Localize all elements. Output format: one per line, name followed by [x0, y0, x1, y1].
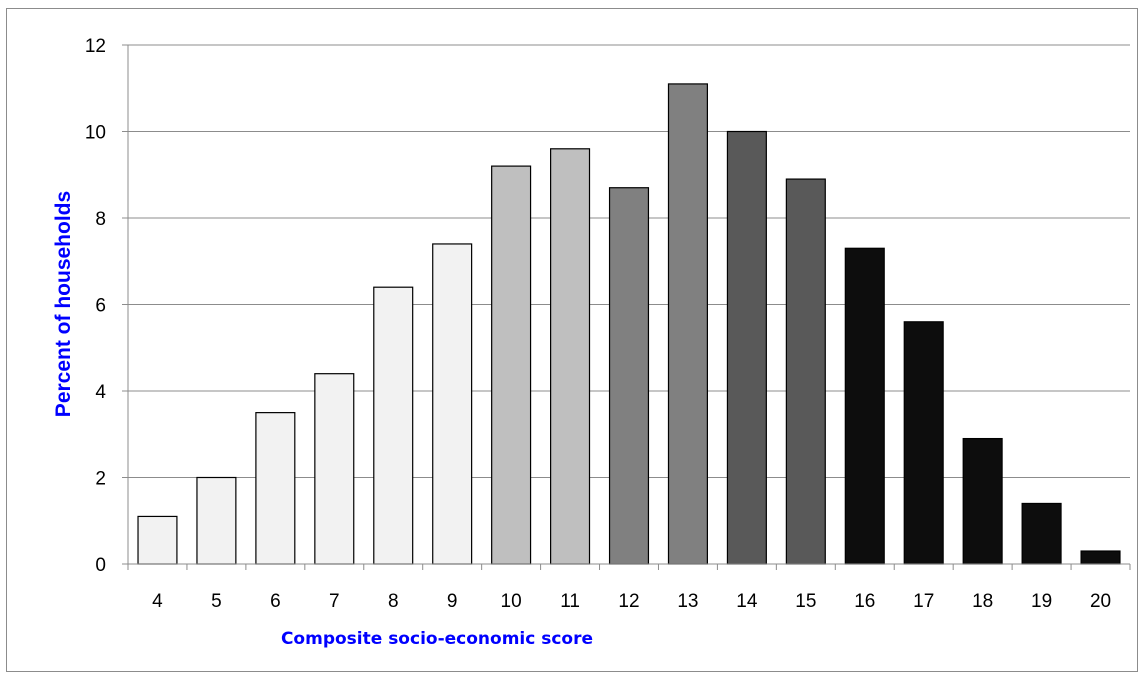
x-tick-label-9: 9: [447, 591, 458, 612]
x-tick-label-11: 11: [560, 591, 580, 612]
x-tick-labels: 4 5 6 7 8 9 10 11 12 13 14 15 16 17 18 19 20: [152, 591, 1111, 612]
x-tick-label-6: 6: [270, 591, 281, 612]
bar-7: [314, 373, 355, 565]
x-tick-label-14: 14: [736, 591, 758, 612]
bar-18: [962, 437, 1003, 565]
x-tick-label-15: 15: [795, 591, 816, 612]
bars: [137, 83, 1121, 565]
bar-9: [432, 243, 473, 565]
bar-16: [844, 247, 885, 565]
y-tick-label-8: 8: [95, 209, 106, 230]
bar-8: [373, 286, 414, 565]
bar-15: [785, 178, 826, 565]
y-tick-label-0: 0: [95, 555, 106, 576]
bar-6: [255, 412, 296, 565]
bar-11: [550, 148, 591, 565]
x-tick-label-17: 17: [913, 591, 934, 612]
bar-19: [1021, 502, 1062, 565]
x-tick-label-10: 10: [501, 591, 522, 612]
x-tick-label-16: 16: [854, 591, 875, 612]
y-tick-label-2: 2: [95, 469, 106, 490]
y-tick-label-6: 6: [95, 296, 106, 317]
y-tick-label-12: 12: [85, 36, 106, 57]
bar-5: [196, 476, 237, 565]
x-axis-title: Composite socio-economic score: [281, 629, 593, 649]
bar-14: [726, 130, 767, 565]
x-tick-label-13: 13: [677, 591, 698, 612]
x-tick-label-4: 4: [152, 591, 163, 612]
x-tick-label-7: 7: [329, 591, 340, 612]
y-axis-title: Percent of households: [52, 191, 75, 417]
axes: [122, 44, 1131, 570]
x-tick-label-18: 18: [972, 591, 993, 612]
x-tick-label-5: 5: [211, 591, 222, 612]
y-tick-labels: 0 2 4 6 8 10 12: [85, 36, 107, 576]
x-tick-label-20: 20: [1090, 591, 1111, 612]
bar-10: [491, 165, 532, 565]
bar-12: [608, 187, 650, 565]
x-tick-label-8: 8: [388, 591, 399, 612]
y-tick-label-10: 10: [85, 123, 106, 144]
y-tick-label-4: 4: [95, 382, 106, 403]
bar-4: [137, 515, 178, 565]
bar-20: [1080, 550, 1121, 565]
bar-13: [667, 83, 708, 565]
x-tick-label-12: 12: [618, 591, 639, 612]
bar-17: [903, 321, 944, 565]
x-tick-label-19: 19: [1031, 591, 1052, 612]
